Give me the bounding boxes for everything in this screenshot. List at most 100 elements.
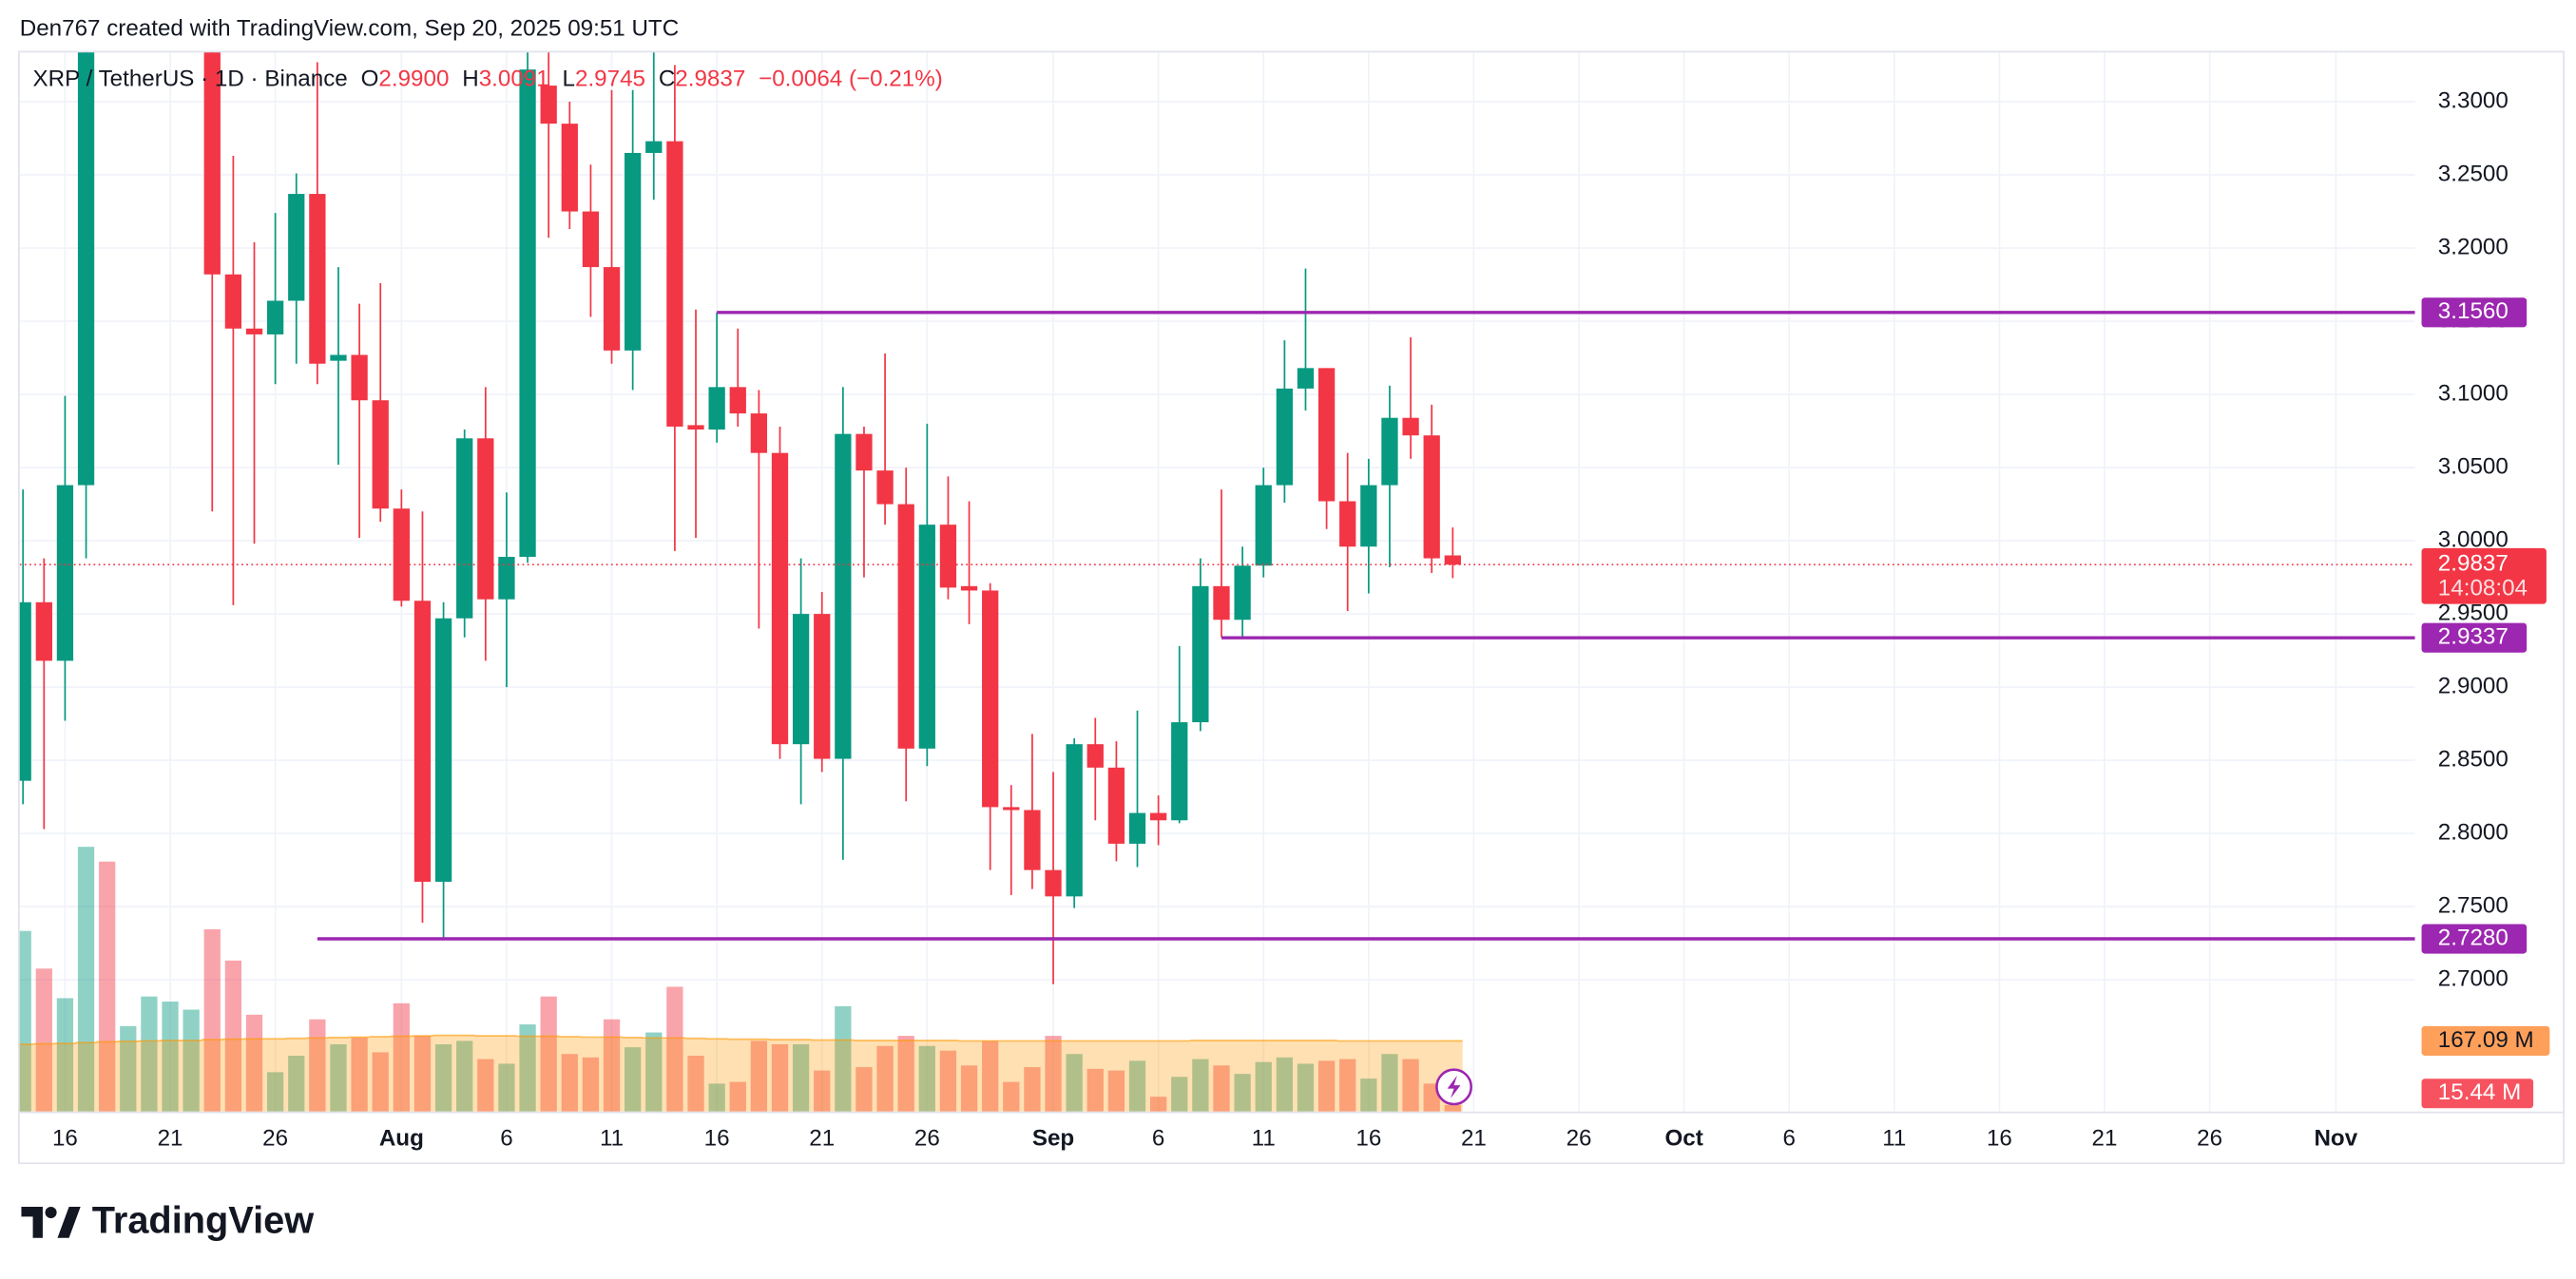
volume-bar <box>413 1036 432 1112</box>
x-tick-label: 11 <box>1252 1126 1276 1152</box>
volume-bar <box>183 1009 200 1112</box>
volume-bar <box>687 1056 704 1112</box>
candle-body <box>1339 501 1356 547</box>
candle-body <box>645 141 663 153</box>
high-value: 3.0091 <box>479 67 549 92</box>
open-label: O <box>361 67 379 92</box>
candle-body <box>876 470 894 505</box>
volume-bar <box>540 996 557 1112</box>
candle-body <box>1402 417 1419 436</box>
volume-bar <box>876 1045 894 1112</box>
open-value: 2.9900 <box>378 67 449 92</box>
volume-bar <box>625 1047 642 1112</box>
x-tick-label: 6 <box>1783 1126 1796 1152</box>
candle-body <box>835 433 852 759</box>
low-value: 2.9745 <box>575 67 645 92</box>
candle-body <box>960 585 978 591</box>
x-tick-label: 11 <box>600 1126 624 1152</box>
candle-body <box>330 354 347 361</box>
volume-bar <box>1192 1059 1209 1112</box>
y-tick-label: 3.2000 <box>2438 234 2509 259</box>
candle-body <box>477 438 494 600</box>
candle-body <box>1192 585 1209 723</box>
volume-bar <box>814 1070 831 1112</box>
volume-bar <box>1171 1077 1188 1112</box>
volume-bar <box>351 1037 368 1112</box>
x-tick-label: Sep <box>1032 1126 1074 1152</box>
candle-body <box>1128 812 1146 844</box>
candle-body <box>1381 417 1398 486</box>
x-tick-label: 26 <box>914 1126 940 1152</box>
volume-bar <box>498 1063 515 1112</box>
volume-bar <box>1444 1104 1461 1112</box>
volume-bar <box>1402 1059 1419 1112</box>
candle-body <box>413 601 432 882</box>
y-tick-label: 3.2500 <box>2438 161 2509 186</box>
volume-bar <box>603 1019 621 1112</box>
volume-bar <box>1150 1097 1167 1112</box>
volume-bar <box>918 1045 935 1112</box>
last-price-label: 2.9837 <box>2438 551 2509 577</box>
volume-bar <box>982 1040 999 1112</box>
volume-bar <box>99 861 116 1112</box>
volume-bar <box>162 1002 179 1112</box>
x-tick-label: Oct <box>1664 1126 1702 1152</box>
volume-bar <box>1381 1054 1398 1112</box>
candle-body <box>1150 812 1167 821</box>
y-tick-label: 2.8000 <box>2438 820 2509 846</box>
volume-bar <box>35 968 52 1112</box>
y-tick-label: 2.9000 <box>2438 674 2509 699</box>
candle-body <box>750 413 768 453</box>
candle-body <box>1297 368 1315 389</box>
volume-bar <box>309 1019 326 1112</box>
legend: XRP / TetherUS · 1D · Binance O2.9900 H3.0… <box>33 67 943 92</box>
candle-body <box>498 557 515 600</box>
last-price-box <box>2421 547 2547 604</box>
candle-body <box>603 267 621 351</box>
volume-bar <box>1024 1067 1041 1112</box>
volume-ma-box <box>2421 1025 2550 1056</box>
volume-bar <box>77 847 95 1112</box>
y-tick-label: 2.7000 <box>2438 966 2509 992</box>
volume-bar <box>266 1072 284 1112</box>
candle-body <box>982 590 999 808</box>
candle-body <box>771 452 789 745</box>
volume-ma-line <box>19 1034 1463 1045</box>
volume-bar <box>141 996 158 1112</box>
candle-body <box>1360 485 1377 547</box>
volume-bar <box>372 1052 389 1112</box>
candle-body <box>245 328 263 334</box>
candle-body <box>1045 869 1062 897</box>
volume-ma-area <box>19 1035 1463 1112</box>
level-label: 3.1560 <box>2438 298 2509 324</box>
candle-body <box>1255 485 1272 566</box>
volume-bar <box>393 1002 410 1112</box>
x-tick-label: 11 <box>1882 1126 1906 1152</box>
volume-bar <box>477 1059 494 1112</box>
replay-icon[interactable] <box>1435 1068 1473 1106</box>
volume-pane <box>19 847 1463 1112</box>
candle-body <box>708 387 725 430</box>
volume-bar <box>1107 1070 1125 1112</box>
candle-body <box>1317 368 1336 502</box>
change: −0.0064 (−0.21%) <box>759 67 943 92</box>
candle-body <box>434 618 452 882</box>
candle-body <box>1276 388 1294 486</box>
y-tick-label: 3.1000 <box>2438 380 2509 406</box>
x-tick-label: Nov <box>2314 1126 2357 1152</box>
candle-body <box>1423 435 1440 559</box>
level-label-box <box>2421 622 2528 653</box>
countdown: 14:08:04 <box>2438 576 2528 601</box>
candle-body <box>1066 744 1083 897</box>
candle-body <box>729 387 746 414</box>
volume-bar <box>1339 1059 1356 1112</box>
x-tick-label: 21 <box>1461 1126 1487 1152</box>
x-tick-label: 6 <box>500 1126 512 1152</box>
volume-bar <box>120 1025 137 1112</box>
volume-label: 15.44 M <box>2438 1079 2521 1105</box>
candle-body <box>918 525 935 749</box>
volume-bar <box>1317 1060 1336 1112</box>
candle-body <box>1003 807 1020 811</box>
